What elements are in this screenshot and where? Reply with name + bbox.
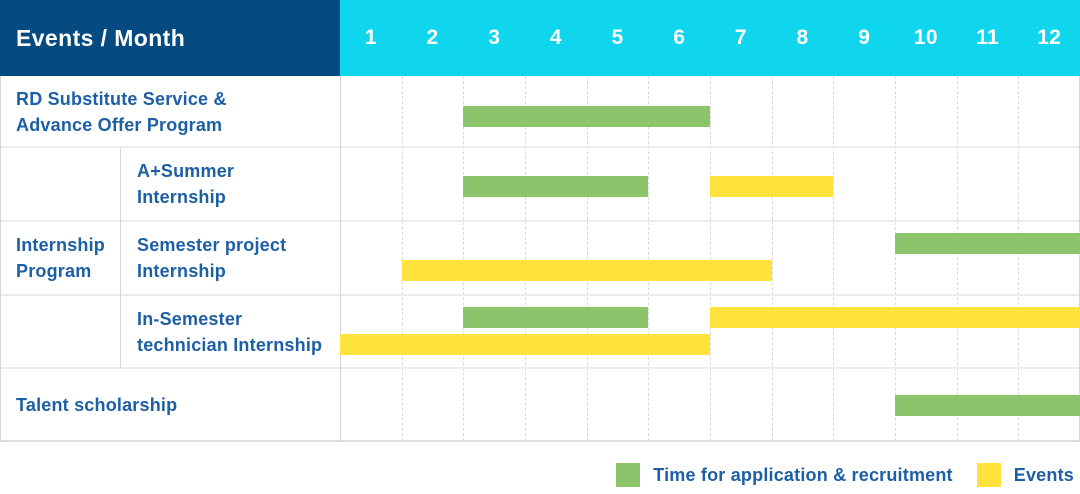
month-label: 1 (364, 26, 377, 49)
month-gridline (710, 76, 711, 441)
table-title: Events / Month (16, 24, 186, 51)
row-label-line: Talent scholarship (16, 395, 178, 415)
month-gridline (833, 76, 835, 441)
legend-item-green: Time for application & recruitment (616, 463, 953, 487)
row-label-talent-scholarship: Talent scholarship (0, 368, 340, 442)
table-bottom-border (0, 440, 1080, 442)
row-border-line (0, 294, 1080, 296)
month-gridline (1018, 76, 1020, 441)
month-label: 2 (426, 26, 439, 49)
month-label: 8 (796, 26, 809, 49)
legend-item-yellow: Events (976, 463, 1074, 487)
month-gridline (956, 76, 958, 441)
legend-swatch-green (616, 463, 641, 487)
row-label-line: Internship (137, 187, 227, 207)
month-header-row: 1 2 3 4 5 6 7 8 9 10 11 12 (340, 0, 1080, 76)
month-label: 3 (488, 26, 501, 49)
gantt-bar-application (895, 395, 1080, 416)
month-label: 6 (673, 26, 686, 49)
row-label-line: Internship (137, 261, 227, 281)
gantt-bar-event (710, 176, 834, 197)
legend-label: Time for application & recruitment (653, 464, 953, 485)
month-gridline (401, 76, 403, 441)
gantt-bar-application (895, 233, 1080, 254)
month-label: 12 (1037, 26, 1062, 49)
month-gridline (586, 76, 588, 441)
row-label-line: RD Substitute Service & (16, 88, 227, 109)
row-label-line: Semester project (137, 235, 287, 255)
row-label-line: Advance Offer Program (16, 114, 223, 135)
gantt-bar-event (340, 334, 710, 355)
row-border-line (0, 146, 1080, 148)
events-month-header-cell: Events / Month (0, 0, 340, 76)
gantt-bar-application (463, 307, 649, 328)
month-gridline (895, 76, 896, 441)
label-chart-divider (340, 76, 341, 442)
month-gridline (648, 76, 650, 441)
row-label-line: technician Internship (137, 334, 323, 355)
row-label-rd-substitute-advance-offer: RD Substitute Service & Advance Offer Pro… (0, 76, 340, 147)
month-label: 11 (976, 26, 999, 49)
row-label-line: In-Semester (137, 308, 243, 329)
month-gridline (463, 76, 465, 441)
table-left-border (0, 76, 1, 442)
month-gridline (525, 76, 526, 441)
gantt-bar-application (463, 176, 649, 197)
month-label: 5 (611, 26, 624, 49)
row-label-semester-project-internship: Semester project Internship (120, 221, 340, 295)
group-label-line: Program (16, 260, 92, 281)
legend: Time for application & recruitment Events (616, 462, 1074, 488)
month-label: 9 (858, 26, 871, 49)
month-label: 10 (913, 26, 938, 49)
row-label-in-semester-technician-internship: In-Semester technician Internship (120, 295, 340, 368)
group-label-line: Internship (16, 234, 106, 255)
row-border-line (0, 220, 1080, 222)
gantt-bar-event (710, 307, 1080, 328)
gantt-bar-application (463, 106, 710, 127)
group-label-internship-program: Internship Program (0, 147, 120, 368)
group-sublabel-divider (120, 147, 121, 368)
legend-swatch-yellow (976, 463, 1001, 487)
row-label-line: A+Summer (137, 161, 235, 181)
month-label: 4 (549, 26, 562, 49)
gantt-bar-event (401, 260, 772, 281)
legend-label: Events (1013, 464, 1074, 485)
month-label: 7 (734, 26, 747, 49)
row-label-a-plus-summer-internship: A+Summer Internship (120, 147, 340, 221)
row-border-line (0, 367, 1080, 369)
month-gridline (771, 76, 773, 441)
